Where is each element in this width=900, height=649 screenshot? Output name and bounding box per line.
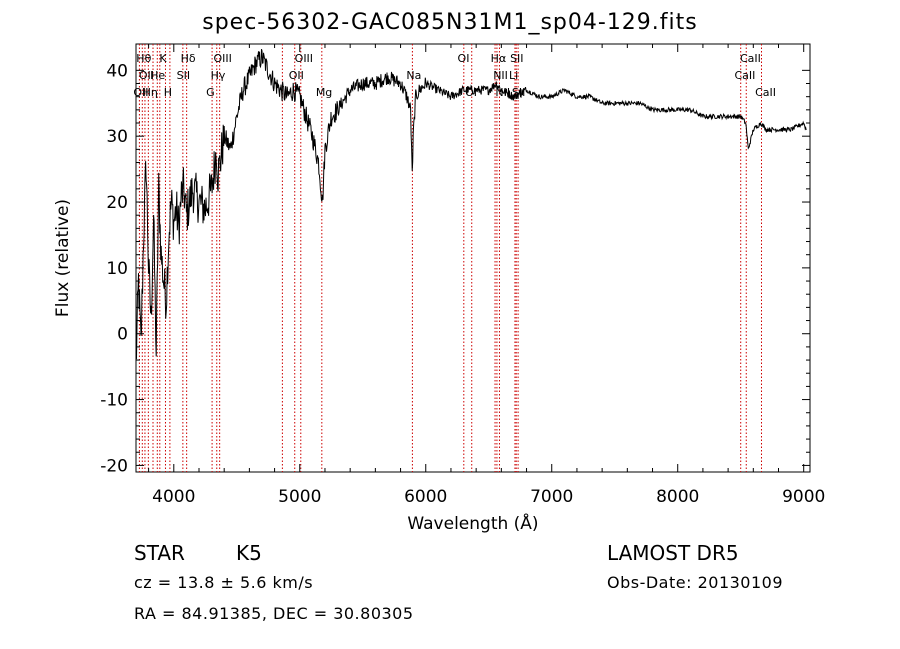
- line-label: Li: [509, 69, 518, 82]
- y-tick-label: 20: [106, 193, 128, 213]
- x-tick-label: 9000: [782, 487, 825, 507]
- plot-frame: [135, 43, 811, 473]
- line-label: NII: [493, 69, 508, 82]
- x-axis-label: Wavelength (Å): [407, 512, 538, 534]
- y-axis-label: Flux (relative): [53, 199, 73, 317]
- line-label: H: [164, 86, 172, 99]
- line-label: Mg: [316, 86, 332, 99]
- line-label: SII: [510, 52, 523, 65]
- y-tick-label: 0: [117, 325, 128, 345]
- line-label: CaII: [755, 86, 776, 99]
- spectral-line-labels: OIIHθOIIHηHeKHSIIHδGHγOIIIOIIOIIIMgNaOIO…: [133, 52, 776, 99]
- line-label: K: [159, 52, 167, 65]
- redshift-readout: cz = 13.8 ± 5.6 km/s: [134, 573, 314, 592]
- spectrum-line: [135, 48, 807, 360]
- x-tick-label: 6000: [404, 487, 447, 507]
- line-label: Hγ: [211, 69, 226, 82]
- object-class: STAR: [134, 541, 185, 565]
- object-subclass: K5: [236, 541, 262, 565]
- line-label: G: [206, 86, 215, 99]
- y-tick-label: 10: [106, 259, 128, 279]
- x-tick-label: 4000: [152, 487, 195, 507]
- coordinates-readout: RA = 84.91385, DEC = 30.80305: [134, 604, 414, 623]
- line-label: OIII: [295, 52, 313, 65]
- line-label: CaII: [734, 69, 755, 82]
- line-label: OII: [289, 69, 304, 82]
- line-label: OI: [458, 52, 470, 65]
- y-tick-label: -20: [100, 456, 128, 476]
- line-label: SII: [177, 69, 190, 82]
- observation-date: Obs-Date: 20130109: [607, 573, 784, 592]
- line-label: Na: [406, 69, 421, 82]
- line-label: Hα: [491, 52, 507, 65]
- spectral-line-markers: [138, 44, 762, 472]
- x-tick-label: 8000: [656, 487, 699, 507]
- y-tick-label: -10: [100, 391, 128, 411]
- x-tick-label: 5000: [278, 487, 321, 507]
- line-label: OIII: [214, 52, 232, 65]
- y-tick-label: 40: [106, 61, 128, 81]
- line-label: OII: [139, 69, 154, 82]
- y-tick-label: 30: [106, 127, 128, 147]
- survey-name: LAMOST DR5: [607, 541, 739, 565]
- line-label: Hθ: [136, 52, 151, 65]
- line-label: CaII: [740, 52, 761, 65]
- line-label: OI: [465, 86, 477, 99]
- line-label: Hδ: [181, 52, 196, 65]
- chart-title: spec-56302-GAC085N31M1_sp04-129.fits: [202, 10, 698, 35]
- line-label: He: [150, 69, 165, 82]
- line-label: Hη: [143, 86, 158, 99]
- x-tick-label: 7000: [530, 487, 573, 507]
- line-label: OII: [133, 86, 148, 99]
- axis-ticks: 4000 5000 6000 7000 8000 9000 -20 -10 0 10 20 30 40: [100, 44, 825, 507]
